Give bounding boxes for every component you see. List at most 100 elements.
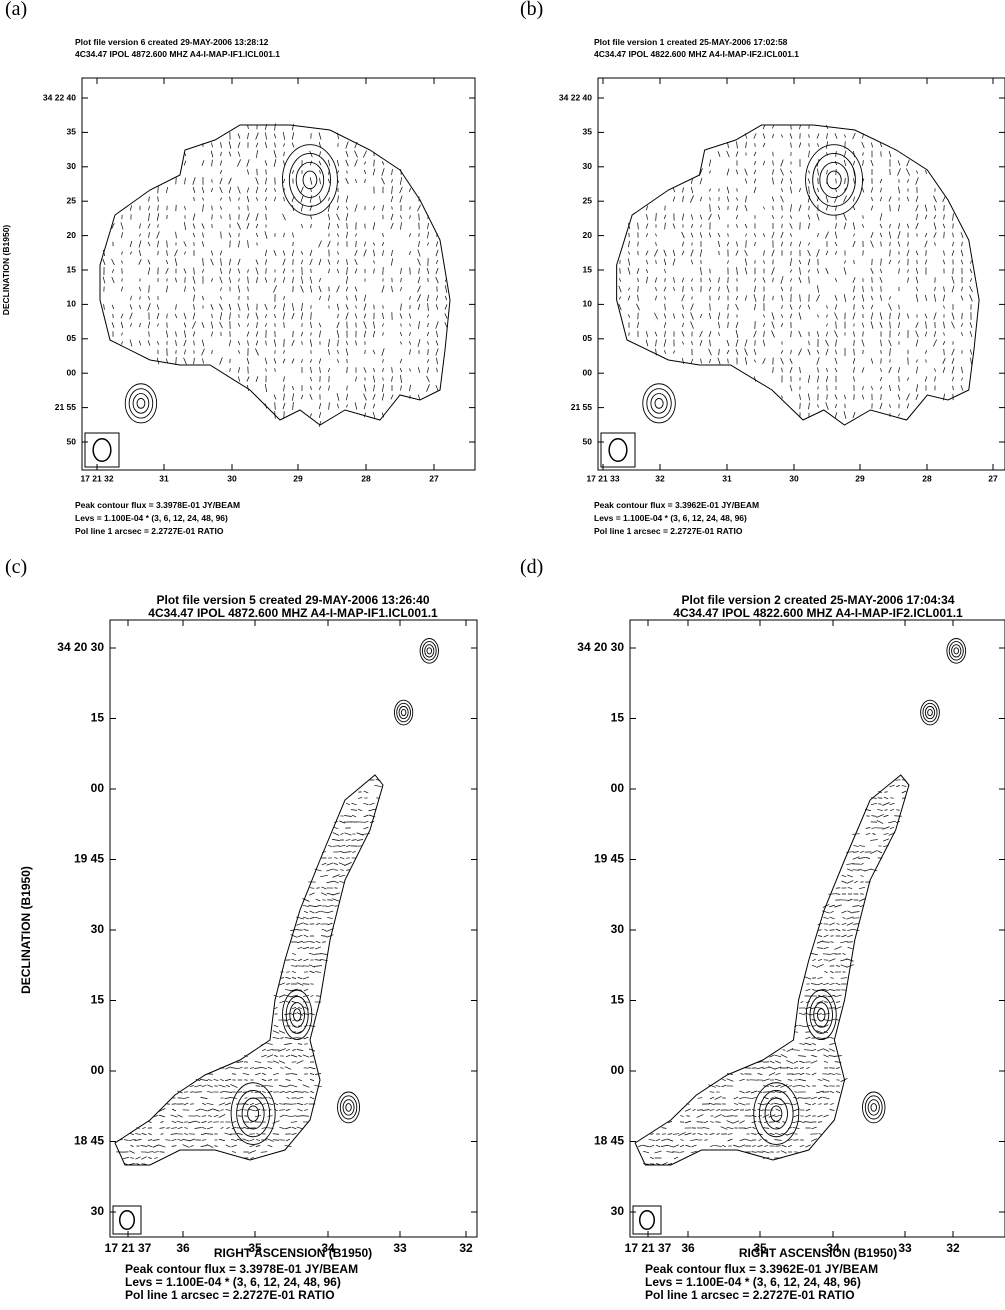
polarization-vector xyxy=(321,886,327,890)
polarization-vector xyxy=(889,784,895,788)
polarization-vector xyxy=(700,267,702,275)
polarization-vector xyxy=(283,350,285,354)
polarization-vector xyxy=(823,1054,829,1058)
polarization-vector xyxy=(339,881,345,883)
polarization-vector xyxy=(121,260,123,264)
polarization-vector xyxy=(769,1060,775,1064)
polarization-vector xyxy=(328,295,330,301)
polarization-vector xyxy=(870,868,878,872)
contour-ring xyxy=(953,647,960,655)
polarization-vector xyxy=(290,1054,298,1058)
polarization-vector xyxy=(139,305,141,309)
polarization-vector xyxy=(834,412,838,418)
polarization-vector xyxy=(870,232,874,238)
polarization-vector xyxy=(297,1108,303,1112)
polarization-vector xyxy=(817,168,819,176)
polarization-vector xyxy=(336,260,340,264)
polarization-vector xyxy=(786,1132,794,1136)
polarization-vector xyxy=(220,206,222,210)
polarization-vector xyxy=(805,1000,811,1004)
polarization-vector xyxy=(210,150,214,158)
polarization-vector xyxy=(787,1139,793,1141)
y-tick-label: 00 xyxy=(583,367,593,377)
polarization-vector xyxy=(272,1060,280,1064)
x-tick-label: 32 xyxy=(459,1241,473,1255)
polarization-vector xyxy=(230,1084,238,1088)
polarization-vector xyxy=(418,321,420,329)
contour-ring xyxy=(136,398,146,409)
polarization-vector xyxy=(824,970,828,974)
polarization-vector xyxy=(436,367,438,373)
polarization-vector xyxy=(788,1127,792,1129)
polarization-vector xyxy=(805,1031,811,1033)
polarization-vector xyxy=(840,958,848,962)
polarization-vector xyxy=(943,332,945,336)
polarization-vector xyxy=(898,186,900,194)
polarization-vector xyxy=(291,1012,297,1016)
polarization-vector xyxy=(147,1144,153,1148)
polarization-vector xyxy=(400,286,402,292)
polarization-vector xyxy=(166,285,168,293)
polarization-vector xyxy=(744,1138,752,1142)
polarization-vector xyxy=(373,260,375,264)
polarization-vector xyxy=(381,412,385,418)
polarization-vector xyxy=(690,195,694,203)
polarization-vector xyxy=(228,303,232,311)
polarization-vector xyxy=(771,249,775,257)
polarization-vector xyxy=(255,232,259,238)
polarization-vector xyxy=(825,402,829,410)
polarization-vector xyxy=(916,213,918,221)
polarization-vector xyxy=(646,214,648,220)
polarization-vector xyxy=(880,394,882,400)
polarization-vector xyxy=(111,304,115,310)
polarization-vector xyxy=(171,1108,177,1112)
y-tick-label: 15 xyxy=(91,711,105,725)
polarization-vector xyxy=(715,1085,721,1087)
x-tick-label: 32 xyxy=(655,474,665,484)
polarization-vector xyxy=(835,928,841,932)
polarization-vector xyxy=(314,959,322,961)
polarization-vector xyxy=(915,195,919,203)
polarization-vector xyxy=(733,1109,739,1111)
polarization-vector xyxy=(130,323,132,327)
polarization-vector xyxy=(338,874,346,878)
polarization-vector xyxy=(745,195,747,203)
polarization-vector xyxy=(696,1114,704,1118)
polarization-vector xyxy=(352,851,356,853)
polarization-vector xyxy=(135,1156,141,1160)
polarization-vector xyxy=(346,404,348,408)
polarization-vector xyxy=(951,366,955,374)
polarization-vector xyxy=(637,278,639,282)
polarization-vector xyxy=(822,1078,830,1082)
polarization-vector xyxy=(327,916,333,920)
polarization-vector xyxy=(301,341,303,345)
polarization-vector xyxy=(751,1151,757,1153)
polarization-vector xyxy=(351,839,357,841)
polarization-vector xyxy=(229,312,231,320)
polarization-vector xyxy=(228,277,232,283)
polarization-vector xyxy=(646,276,648,284)
polarization-vector xyxy=(880,368,882,372)
polarization-vector xyxy=(655,260,657,264)
polarization-vector xyxy=(897,231,901,239)
polarization-vector xyxy=(408,332,412,336)
polarization-vector xyxy=(718,277,720,283)
polarization-vector xyxy=(798,1012,806,1016)
polarization-vector xyxy=(278,1060,286,1064)
polarization-vector xyxy=(727,358,729,364)
contour-ring xyxy=(302,170,318,190)
polarization-vector xyxy=(663,214,667,220)
contour-ring xyxy=(924,705,936,720)
polarization-vector xyxy=(157,323,159,327)
polarization-vector xyxy=(853,331,855,337)
polarization-vector xyxy=(824,929,828,931)
polarization-vector xyxy=(789,178,793,184)
polarization-vector xyxy=(793,1114,799,1118)
y-tick-label: 34 22 40 xyxy=(559,92,592,102)
polarization-vector xyxy=(739,1120,745,1124)
y-tick-label: 34 20 30 xyxy=(577,640,624,654)
polarization-vector xyxy=(844,188,846,192)
polarization-vector xyxy=(840,964,848,968)
polarization-vector xyxy=(315,971,321,973)
polarization-vector xyxy=(201,1102,207,1106)
